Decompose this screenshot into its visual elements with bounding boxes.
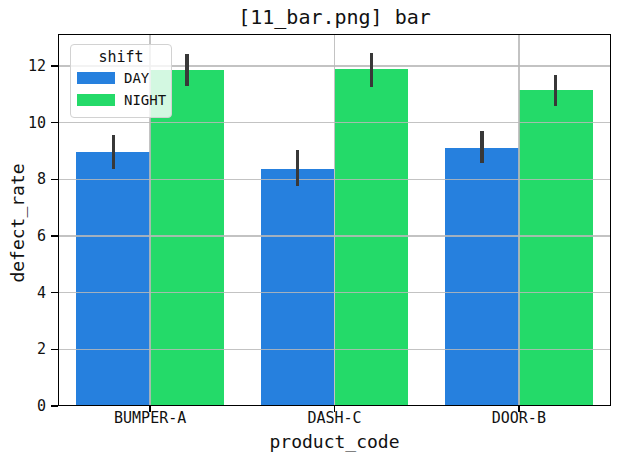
error-bar-bumper-a-day — [112, 135, 116, 169]
x-tick-label: DASH-C — [265, 410, 405, 426]
bar-bumper-a-day — [76, 152, 150, 406]
bar-dash-c-night — [335, 69, 409, 406]
x-axis-label: product_code — [58, 431, 611, 452]
legend-title: shift — [77, 47, 165, 67]
v-gridline — [334, 34, 335, 406]
y-tick-label: 2 — [2, 341, 46, 357]
v-gridline — [518, 34, 519, 406]
y-tick-mark — [51, 179, 58, 181]
y-tick-mark — [51, 349, 58, 351]
y-tick-label: 10 — [2, 115, 46, 131]
legend-items: DAY NIGHT — [77, 67, 165, 111]
bar-dash-c-day — [261, 169, 335, 406]
y-tick-mark — [51, 122, 58, 124]
legend-swatch-night-icon — [77, 94, 115, 106]
x-tick-label: DOOR-B — [449, 410, 589, 426]
legend-label: NIGHT — [124, 93, 166, 108]
legend-row-night: NIGHT — [77, 89, 165, 111]
error-bar-bumper-a-night — [185, 54, 189, 86]
bar-door-b-night — [519, 90, 593, 406]
legend-row-day: DAY — [77, 67, 165, 89]
x-tick-label: BUMPER-A — [80, 410, 220, 426]
y-tick-label: 6 — [2, 228, 46, 244]
error-bar-dash-c-day — [296, 150, 300, 185]
legend: shift DAY NIGHT — [70, 44, 172, 118]
y-tick-label: 12 — [2, 58, 46, 74]
chart-title: [11_bar.png] bar — [58, 5, 611, 29]
error-bar-door-b-night — [554, 75, 558, 106]
y-tick-mark — [51, 235, 58, 237]
legend-label: DAY — [124, 71, 149, 86]
legend-swatch-day-icon — [77, 72, 115, 84]
y-tick-label: 0 — [2, 398, 46, 414]
bar-bumper-a-night — [150, 70, 224, 406]
bar-door-b-day — [445, 148, 519, 406]
error-bar-door-b-day — [480, 131, 484, 164]
error-bar-dash-c-night — [370, 53, 374, 88]
y-tick-mark — [51, 292, 58, 294]
y-tick-mark — [51, 405, 58, 407]
y-tick-mark — [51, 65, 58, 67]
y-tick-label: 4 — [2, 285, 46, 301]
y-tick-label: 8 — [2, 171, 46, 187]
chart-figure: [11_bar.png] bar defect_rate product_cod… — [0, 0, 621, 461]
